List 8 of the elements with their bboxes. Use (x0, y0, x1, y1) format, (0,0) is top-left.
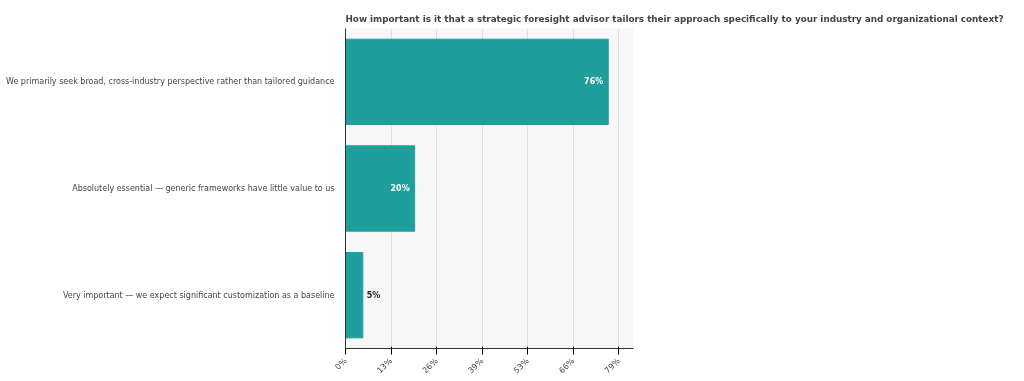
data-label: 20% (390, 184, 410, 193)
y-tick-label: We primarily seek broad, cross-industry perspective rather than tailored guidance (5, 77, 335, 87)
data-label: 76% (584, 77, 604, 87)
data-label: 5% (366, 290, 381, 300)
text: How important is it that a strategic foresight advisor tailors their approach specifically to your industry and organizational context? (345, 13, 1004, 24)
y-tick-label: Very important — we expect significant customization as a baseline (62, 290, 335, 300)
x-tick-label: 0% (333, 356, 349, 372)
y-tick-label: Absolutely essential — generic frameworks have little value to us (72, 184, 335, 193)
